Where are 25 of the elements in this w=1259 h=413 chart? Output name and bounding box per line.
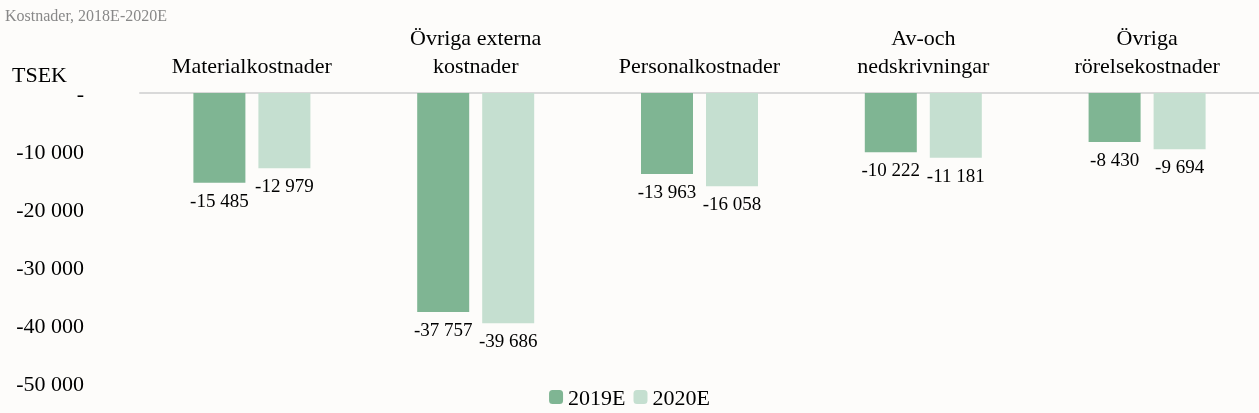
y-tick-label: -10 000 xyxy=(16,138,84,164)
data-label: -16 058 xyxy=(702,193,762,215)
data-label: -8 430 xyxy=(1090,148,1140,170)
data-label: -15 485 xyxy=(190,189,249,211)
y-tick-label: -50 000 xyxy=(16,370,84,396)
legend-label: 2020E xyxy=(652,384,710,410)
data-label: -12 979 xyxy=(255,175,314,197)
data-label: -10 222 xyxy=(861,159,921,181)
x-tick-label: Personalkostnader xyxy=(618,52,781,78)
data-label: -13 963 xyxy=(637,180,697,202)
data-label: -39 686 xyxy=(478,330,538,352)
x-tick-label: Övriga rörelsekostnader xyxy=(1074,24,1221,78)
y-tick-label: -30 000 xyxy=(16,254,84,280)
x-tick-label: Av-och nedskrivningar xyxy=(857,24,990,78)
chart-title: Kostnader, 2018E-2020E xyxy=(5,6,167,24)
y-axis-title: TSEK xyxy=(12,61,68,87)
legend-label: 2019E xyxy=(568,384,626,410)
y-tick-label: -20 000 xyxy=(16,196,84,222)
y-tick-label: -40 000 xyxy=(16,312,84,338)
data-label: -37 757 xyxy=(413,318,473,340)
x-tick-label: Materialkostnader xyxy=(171,52,333,78)
data-label: -9 694 xyxy=(1155,156,1205,178)
y-tick-label: - xyxy=(76,80,84,106)
data-label: -11 181 xyxy=(926,164,985,186)
x-tick-label: Övriga externa kostnader xyxy=(410,24,542,78)
